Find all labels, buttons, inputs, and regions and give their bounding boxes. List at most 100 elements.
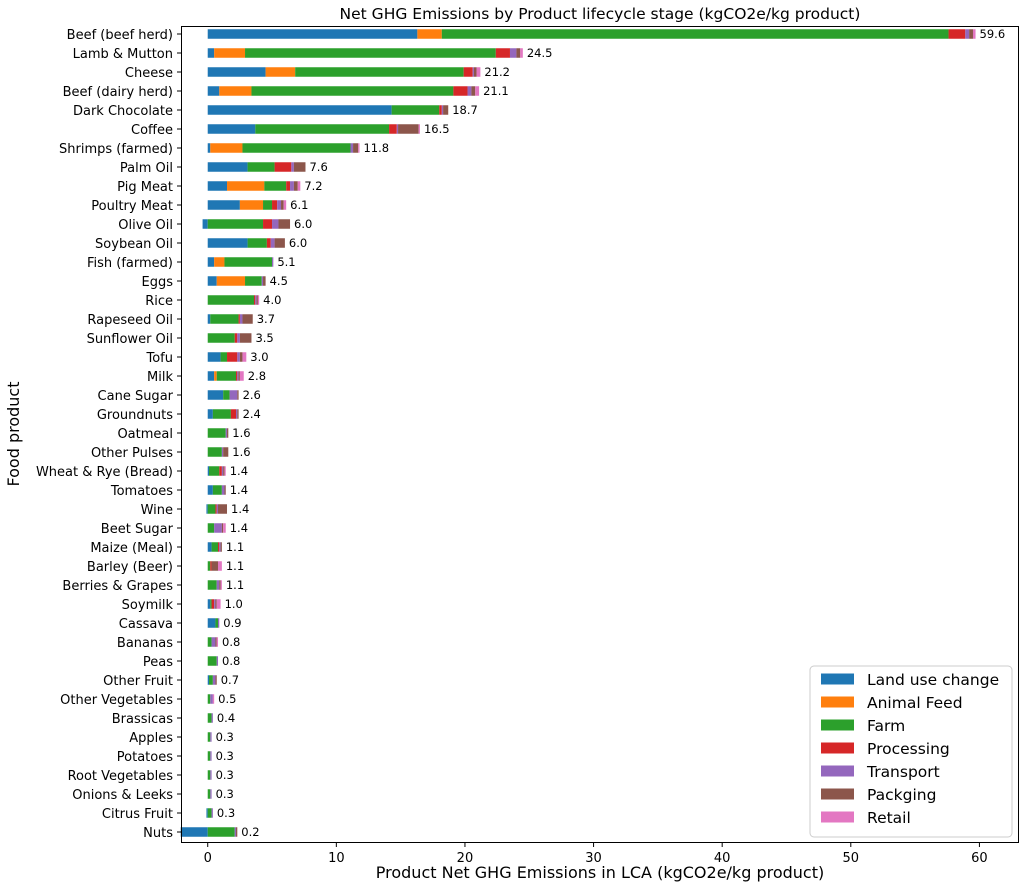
bar-segment-2: [245, 48, 496, 58]
bar-segment-2: [251, 86, 454, 96]
category-label: Groundnuts: [97, 408, 173, 423]
category-label: Other Fruit: [103, 674, 173, 689]
bar-segment-0: [207, 29, 418, 39]
bar-segment-5: [278, 219, 291, 229]
bar-segment-4: [509, 48, 517, 58]
bar-segment-5: [236, 827, 238, 837]
total-label: 2.6: [243, 388, 261, 402]
total-label: 7.6: [309, 160, 327, 174]
category-label: Berries & Grapes: [62, 579, 173, 594]
category-label: Tofu: [145, 351, 173, 366]
bar-segment-1: [227, 181, 265, 191]
bar-segment-4: [965, 29, 970, 39]
legend-swatch: [821, 765, 854, 777]
total-label: 1.4: [230, 521, 248, 535]
bar-segment-2: [207, 219, 264, 229]
category-label: Beef (beef herd): [67, 28, 173, 43]
bar-segment-3: [389, 124, 397, 134]
bar-segment-0: [207, 257, 215, 267]
bar-segment-1: [214, 48, 246, 58]
total-label: 0.4: [217, 711, 235, 725]
bar-segment-2: [247, 162, 275, 172]
bar-segment-2: [207, 694, 211, 704]
bar-segment-0: [207, 314, 211, 324]
bar-segment-5: [223, 447, 229, 457]
bar-segment-3: [266, 238, 271, 248]
bar-segment-6: [283, 200, 287, 210]
bar-segment-5: [224, 485, 226, 495]
total-label: 6.1: [290, 198, 308, 212]
category-label: Milk: [147, 370, 173, 385]
bar-segment-2: [255, 124, 390, 134]
category-label: Shrimps (farmed): [59, 142, 173, 157]
bar-segment-2: [212, 485, 222, 495]
total-label: 0.8: [222, 654, 240, 668]
total-label: 21.2: [484, 65, 510, 79]
bar-segment-2: [441, 29, 949, 39]
total-label: 1.6: [232, 426, 250, 440]
bar-segment-2: [207, 637, 212, 647]
bar-segment-5: [256, 295, 258, 305]
bar-segment-1: [214, 371, 217, 381]
bar-segment-2: [207, 808, 212, 818]
bar-segment-5: [237, 409, 239, 419]
bar-segment-5: [263, 276, 266, 286]
bar-segment-6: [212, 694, 215, 704]
bar-segment-2: [207, 428, 226, 438]
bar-segment-0: [207, 466, 210, 476]
bar-segment-6: [520, 48, 523, 58]
bar-segment-6: [218, 561, 222, 571]
x-tick-label: 50: [843, 851, 860, 866]
bar-segment-4: [270, 238, 275, 248]
legend-label: Farm: [867, 717, 905, 735]
total-label: 11.8: [363, 141, 389, 155]
total-label: 0.3: [216, 768, 234, 782]
category-label: Other Vegetables: [60, 693, 173, 708]
bar-segment-4: [210, 789, 212, 799]
bar-segment-0: [207, 599, 211, 609]
bar-segment-2: [295, 67, 464, 77]
bar-segment-4: [212, 675, 216, 685]
chart-title: Net GHG Emissions by Product lifecycle s…: [340, 5, 861, 23]
category-label: Barley (Beer): [87, 560, 173, 575]
bar-segment-4: [211, 713, 213, 723]
category-label: Peas: [143, 655, 173, 670]
total-label: 1.4: [231, 502, 249, 516]
bar-segment-4: [272, 219, 279, 229]
bar-segment-2: [207, 447, 222, 457]
bar-segment-0: [207, 105, 392, 115]
bar-segment-5: [274, 238, 285, 248]
bar-segment-4: [290, 181, 294, 191]
bar-segment-2: [247, 238, 267, 248]
bar-segment-4: [214, 523, 222, 533]
bar-segment-2: [215, 618, 219, 628]
bar-segment-2: [207, 504, 216, 514]
bar-segment-2: [210, 599, 212, 609]
category-label: Poultry Meat: [91, 199, 173, 214]
bar-segment-3: [230, 409, 237, 419]
category-label: Eggs: [142, 275, 174, 290]
category-label: Oatmeal: [117, 427, 173, 442]
bar-segment-5: [223, 466, 225, 476]
bar-segment-4: [396, 124, 399, 134]
bar-segment-4: [210, 751, 212, 761]
bar-segment-3: [210, 561, 212, 571]
x-tick-label: 20: [457, 851, 474, 866]
bar-segment-5: [219, 580, 221, 590]
total-label: 2.8: [248, 369, 266, 383]
legend-swatch: [821, 696, 854, 708]
total-label: 2.4: [243, 407, 261, 421]
bar-segment-2: [391, 105, 440, 115]
bar-segment-0: [207, 124, 256, 134]
bar-segment-3: [274, 162, 292, 172]
bar-segment-6: [358, 143, 360, 153]
bar-segment-4: [219, 542, 221, 552]
bar-segment-5: [398, 124, 419, 134]
total-label: 18.7: [452, 103, 478, 117]
y-axis-title: Food product: [4, 382, 23, 487]
bar-segment-4: [210, 770, 212, 780]
total-label: 0.3: [217, 806, 235, 820]
bar-segment-3: [219, 466, 222, 476]
category-label: Potatoes: [117, 750, 173, 765]
